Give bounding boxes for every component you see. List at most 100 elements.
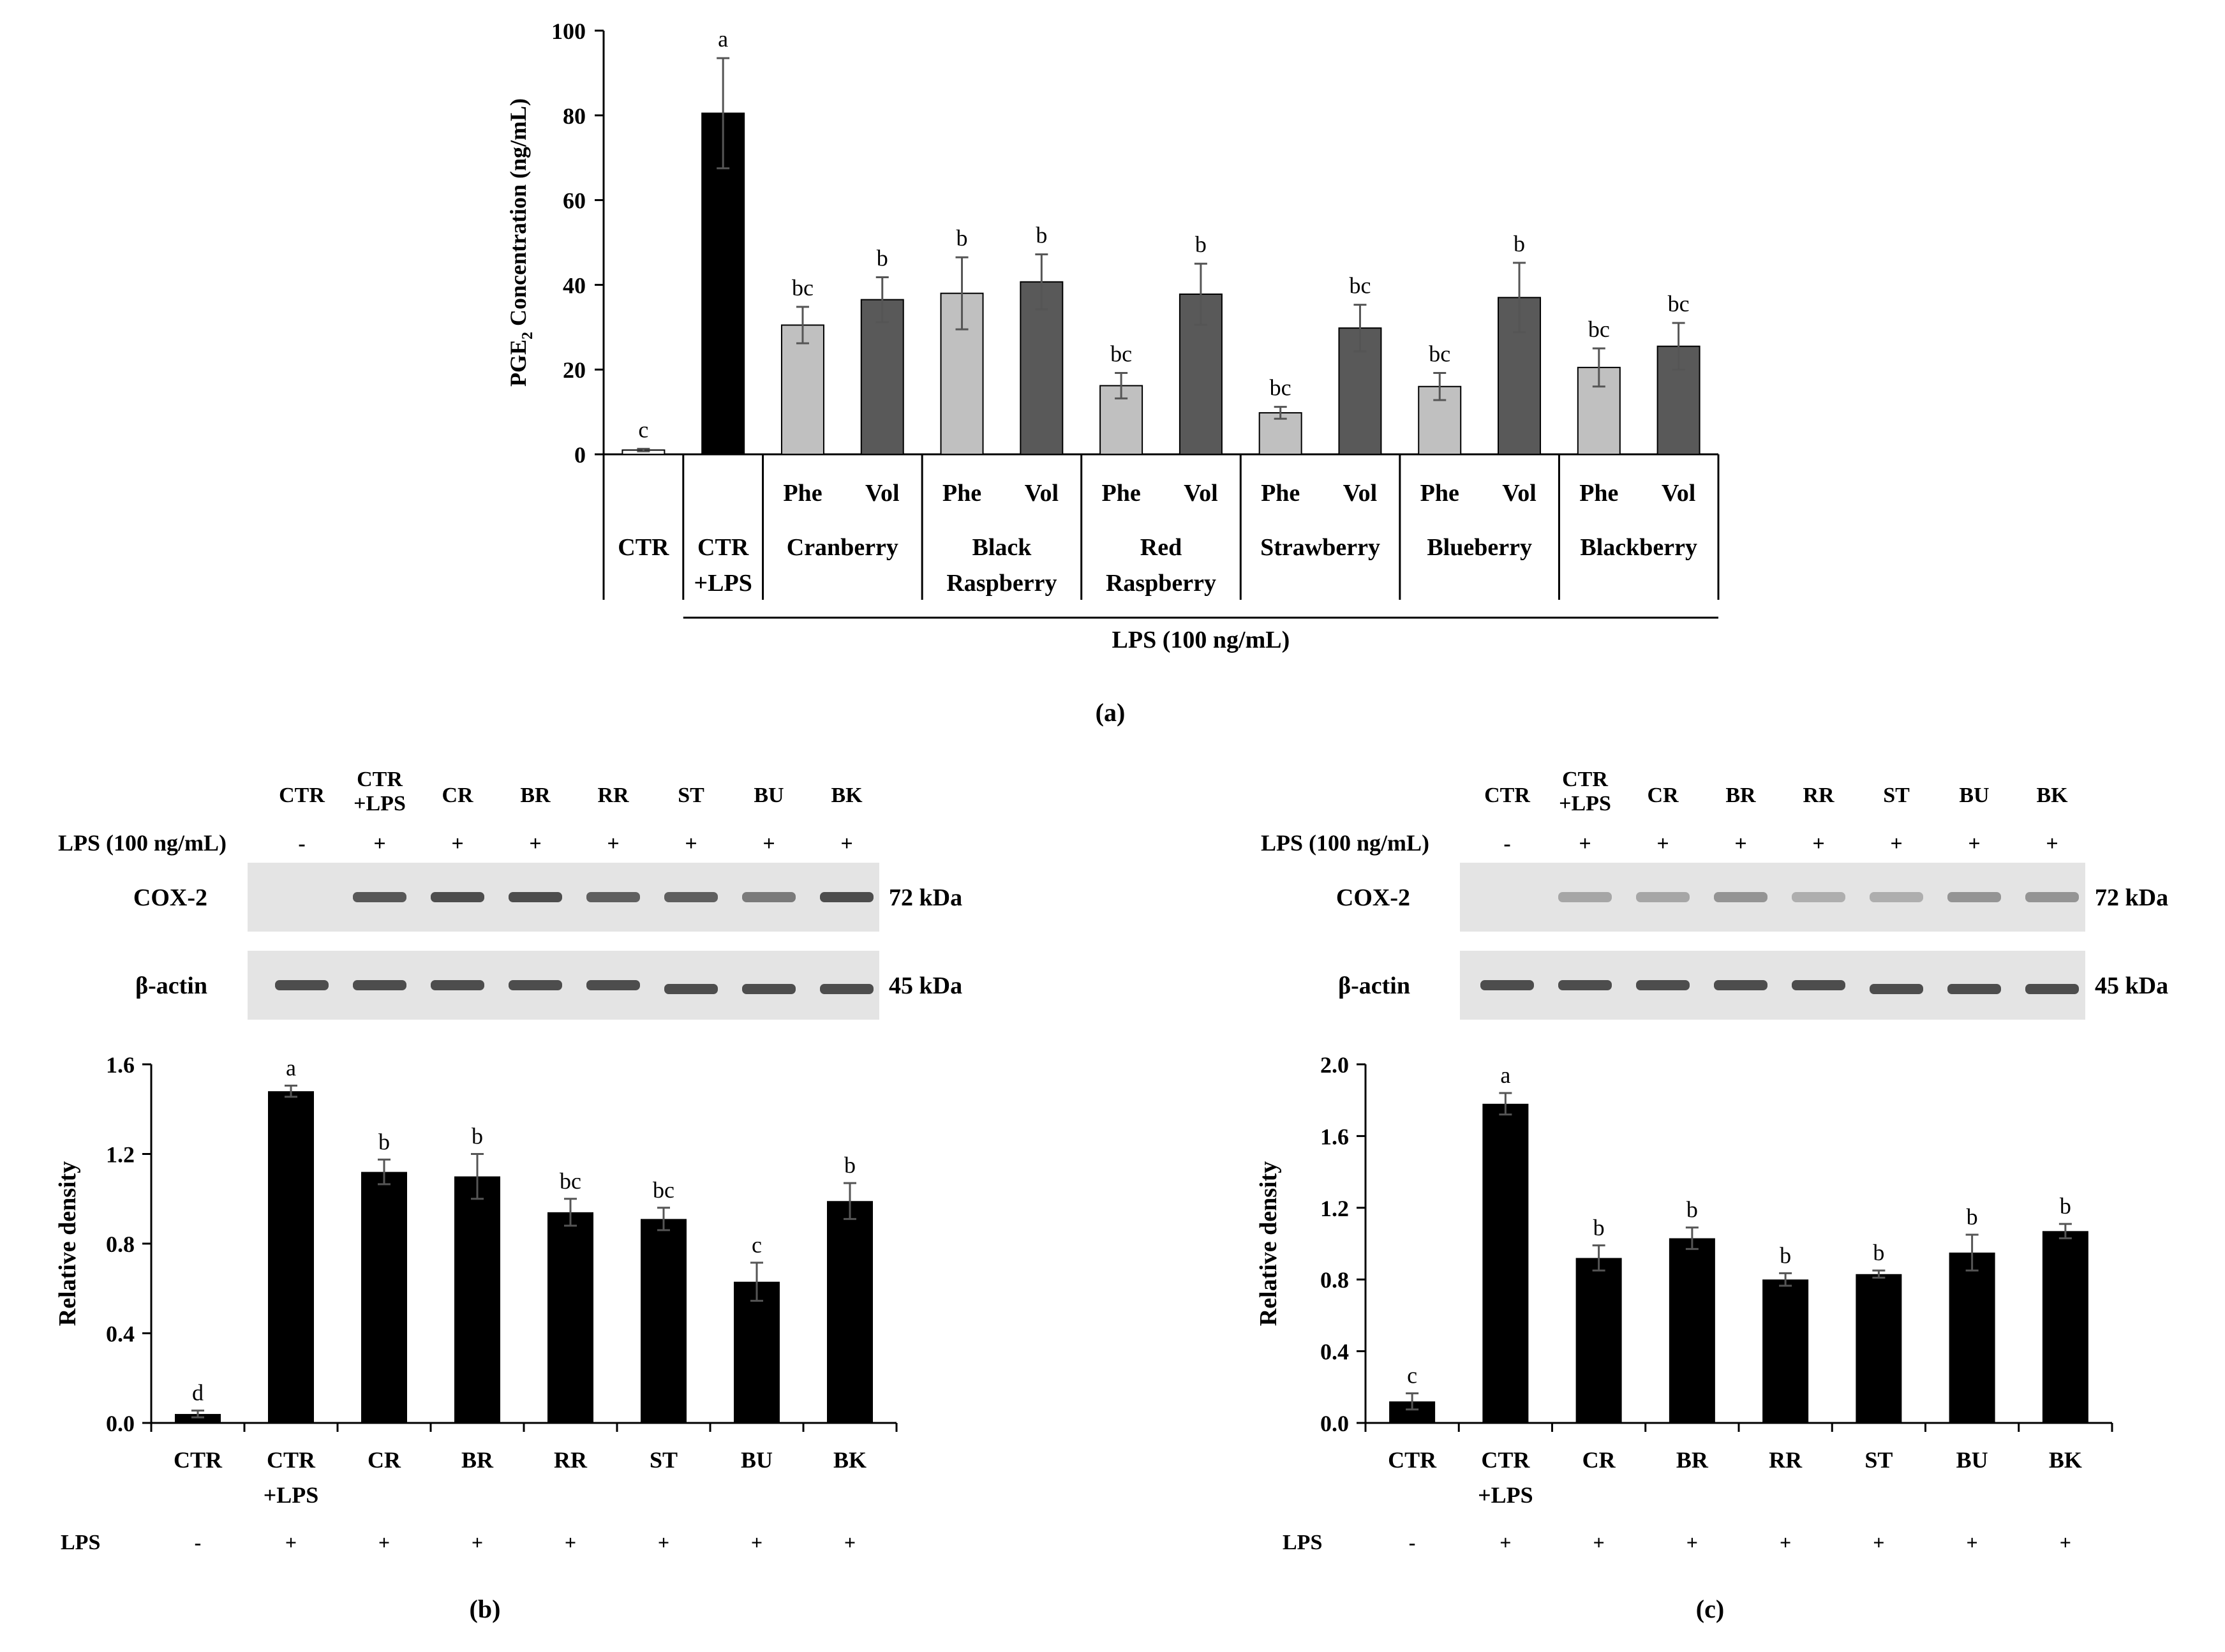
significance-letter: c (752, 1232, 762, 1258)
y-tick-label: 1.6 (106, 1052, 135, 1078)
significance-letter: c (638, 417, 648, 442)
lps-sign: + (1499, 1531, 1511, 1554)
y-tick-label: 20 (563, 357, 586, 383)
blot-band (1792, 980, 1845, 990)
blot-protein-label: COX-2 (133, 884, 207, 911)
blot-lps-sign: + (1890, 832, 1902, 856)
group-label: CTR (618, 534, 669, 561)
x-category-label: RR (554, 1447, 588, 1473)
blot-lps-sign: - (1503, 832, 1510, 856)
blot-band (509, 892, 562, 902)
blot-size-label: 72 kDa (2095, 884, 2168, 911)
blot-protein-label: β-actin (135, 972, 207, 999)
x-category-label: CR (1582, 1447, 1616, 1473)
significance-letter: b (1873, 1240, 1884, 1265)
lps-sign: + (658, 1531, 669, 1554)
blot-band (1714, 980, 1767, 990)
lps-sign: + (751, 1531, 763, 1554)
blot-lane-header: CR (1647, 784, 1679, 807)
x-category-label: BU (1956, 1447, 1988, 1473)
blot-lps-sign: + (763, 832, 775, 856)
x-category-label: BK (2049, 1447, 2082, 1473)
blot-band (742, 892, 796, 902)
significance-letter: bc (792, 275, 814, 301)
significance-letter: bc (1668, 291, 1690, 316)
significance-letter: b (1780, 1242, 1791, 1268)
blot-lps-sign: + (451, 832, 463, 856)
blot-protein-label: β-actin (1338, 972, 1410, 999)
y-tick-label: 0.0 (1320, 1411, 1349, 1436)
sub-label: Phe (1261, 480, 1300, 507)
sub-label: Vol (1025, 480, 1059, 507)
blot-band (353, 892, 406, 902)
group-label: Raspberry (1106, 570, 1216, 597)
blot-band (1558, 980, 1612, 990)
x-category-label: CR (368, 1447, 401, 1473)
y-tick-label: 2.0 (1320, 1052, 1349, 1078)
blot-band (586, 892, 640, 902)
lps-sign: + (285, 1531, 297, 1554)
x-category-label: ST (650, 1447, 678, 1473)
y-tick-label: 100 (551, 19, 586, 44)
blot-lps-sign: + (373, 832, 385, 856)
blot-lane-header: CR (442, 784, 473, 807)
blot-band (1792, 892, 1845, 902)
significance-letter: b (378, 1129, 390, 1154)
bar (780, 324, 824, 456)
x-category-label: +LPS (1478, 1482, 1533, 1508)
lps-sign: + (1967, 1531, 1978, 1554)
blot-band (1714, 892, 1767, 902)
bar (701, 112, 745, 456)
panel-label: (b) (470, 1595, 501, 1623)
group-label: Blackberry (1580, 534, 1697, 561)
sub-label: Phe (1420, 480, 1459, 507)
significance-letter: bc (653, 1177, 674, 1203)
bar (547, 1212, 593, 1423)
y-tick-label: 0.8 (106, 1232, 135, 1257)
group-label: Black (972, 534, 1032, 561)
significance-letter: bc (1270, 375, 1291, 401)
bar (1482, 1103, 1529, 1423)
treatment-label: LPS (100 ng/mL) (1112, 627, 1290, 653)
x-category-label: CTR (1481, 1447, 1530, 1473)
blot-band (1480, 980, 1534, 990)
bar (1949, 1253, 1995, 1423)
blot-band (820, 984, 874, 994)
blot-lane-header: +LPS (1559, 792, 1611, 815)
x-category-label: BK (833, 1447, 867, 1473)
blot-lane-header: BR (1725, 784, 1756, 807)
blot-lane-header: BK (2036, 784, 2068, 807)
significance-letter: b (1967, 1204, 1978, 1230)
group-label: CTR (697, 534, 749, 561)
blot-lane-header: BU (754, 784, 784, 807)
blot-band (431, 980, 484, 990)
blot-lane-header: ST (1883, 784, 1910, 807)
lps-sign: + (1873, 1531, 1884, 1554)
sub-label: Vol (1184, 480, 1218, 507)
significance-letter: a (1500, 1062, 1510, 1088)
significance-letter: bc (1110, 341, 1132, 367)
sub-label: Vol (865, 480, 900, 507)
blot-lps-sign: + (1579, 832, 1591, 856)
sub-label: Phe (1101, 480, 1140, 507)
blot-size-label: 45 kDa (889, 972, 962, 999)
significance-letter: b (1593, 1215, 1605, 1240)
x-category-label: BR (461, 1447, 494, 1473)
blot-band (742, 984, 796, 994)
blot-band (2025, 984, 2079, 994)
y-axis-label: Relative density (54, 1161, 81, 1327)
blot-band (1558, 892, 1612, 902)
blot-band (2025, 892, 2079, 902)
panel-a: 0 20 40 60 80 100 PGE2 Concentration (ng/mL) c a… (505, 19, 1720, 727)
lps-sign: + (844, 1531, 856, 1554)
bar (361, 1172, 407, 1423)
bar (454, 1176, 500, 1423)
sub-label: Phe (942, 480, 981, 507)
significance-letter: b (472, 1124, 483, 1149)
blot-band (1947, 892, 2001, 902)
x-category-label: CTR (267, 1447, 316, 1473)
significance-letter: bc (1588, 316, 1610, 342)
significance-letter: b (1195, 232, 1207, 257)
bar (734, 1281, 780, 1423)
sub-label: Phe (1579, 480, 1618, 507)
